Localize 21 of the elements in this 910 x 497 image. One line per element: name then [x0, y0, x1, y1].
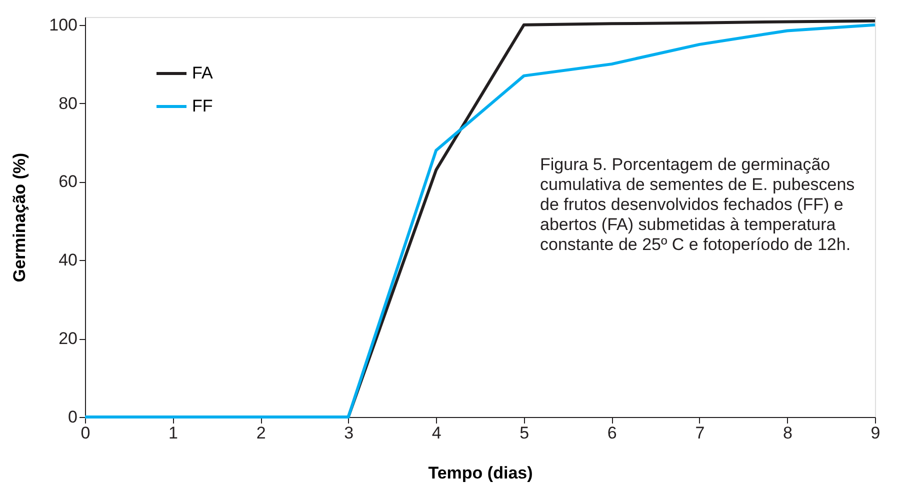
x-tick-label: 9	[870, 424, 880, 442]
y-tick-label: 100	[49, 15, 78, 34]
y-axis-title: Germinação (%)	[10, 152, 30, 282]
annotation: Figura 5. Porcentagem de germinação cumulativa de sementes de E. pubescens de frutos desenvolvidos fechados (FF) e abertos (FA) submetidas à temperatura constante de 25º C e fotoperíodo de 12h.	[540, 155, 855, 254]
x-tick-label: 5	[520, 424, 530, 442]
x-axis-title: Tempo (dias)	[428, 464, 533, 482]
x-tick-label: 3	[344, 424, 354, 442]
x-tick-label: 0	[80, 424, 90, 442]
legend-label: FF	[192, 96, 213, 116]
y-tick-label: 0	[68, 408, 78, 426]
x-tick-label: 6	[607, 424, 617, 442]
x-tick-label: 7	[695, 424, 705, 442]
legend-label: FA	[192, 64, 214, 82]
y-tick-label: 60	[58, 172, 78, 192]
x-tick-label: 4	[432, 424, 442, 442]
x-tick-label: 8	[782, 424, 792, 442]
x-tick-label: 2	[256, 424, 266, 442]
x-tick-label: 1	[168, 424, 178, 442]
y-tick-label: 20	[58, 329, 78, 348]
y-tick-label: 80	[58, 94, 78, 113]
y-tick-label: 40	[58, 250, 78, 270]
